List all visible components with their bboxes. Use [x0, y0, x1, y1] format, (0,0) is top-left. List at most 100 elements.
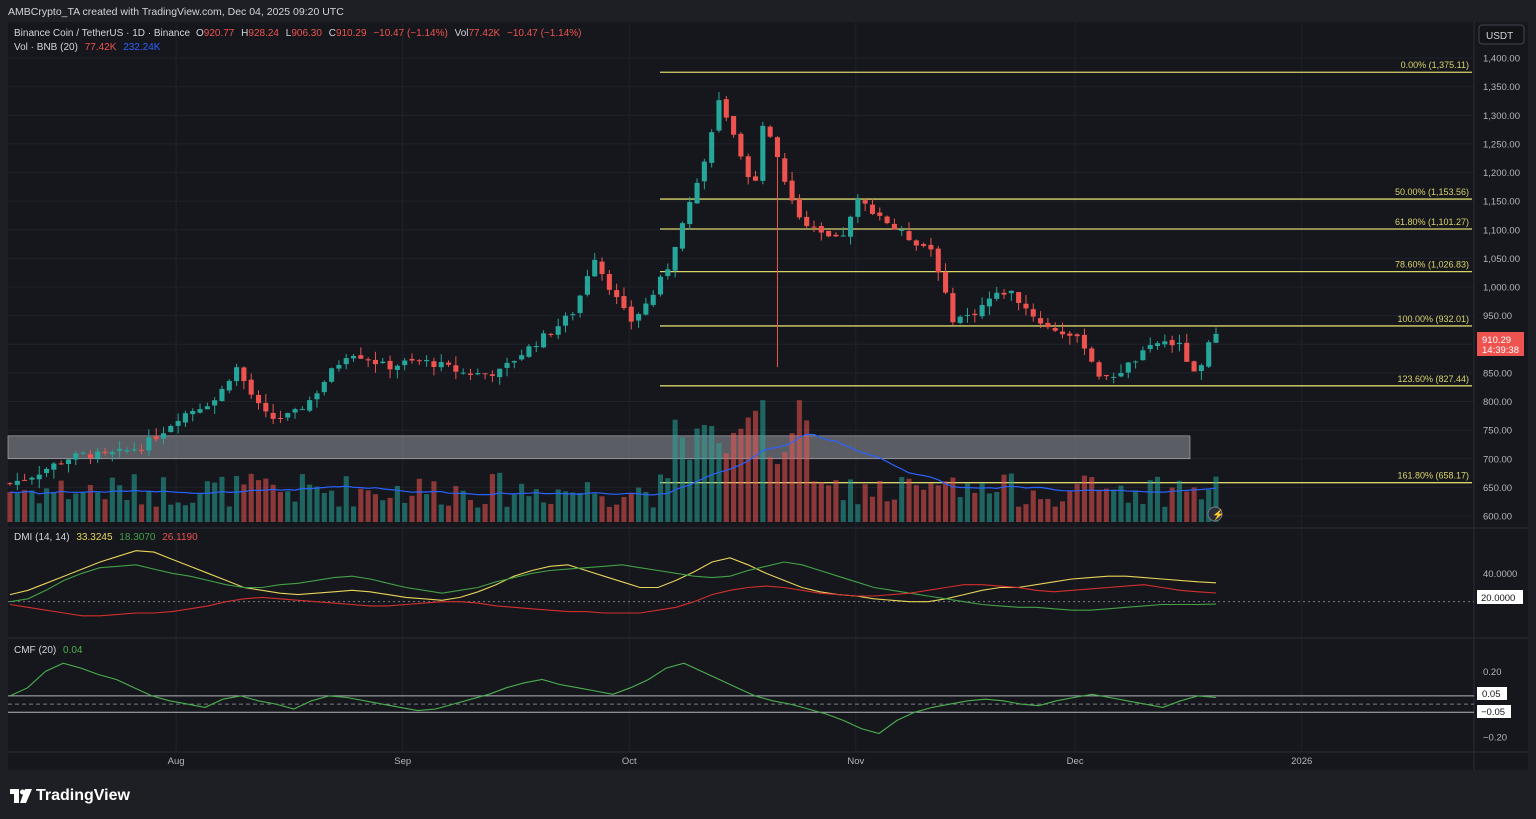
candle-body [292, 409, 298, 413]
candle-body [1162, 341, 1168, 345]
time-axis-tick: Nov [847, 756, 864, 767]
volume-bar [446, 505, 452, 522]
candle-body [212, 400, 218, 406]
volume-bar [467, 500, 474, 522]
volume-bar [438, 504, 444, 522]
candle-body [957, 316, 963, 323]
volume-bar [1016, 506, 1022, 522]
volume-bar [329, 490, 335, 522]
dmi-level-value: 20.0000 [1481, 593, 1515, 604]
candle-body [657, 276, 664, 295]
volume-bar [475, 507, 481, 522]
candle-body [548, 333, 554, 335]
volume-ma-line [9, 433, 1217, 496]
candle-body [80, 452, 86, 454]
volume-bar [387, 497, 393, 522]
volume-bar [226, 506, 232, 522]
candle-body [102, 451, 108, 454]
candle-body [160, 433, 167, 439]
candle-body [731, 116, 737, 135]
candle-body [570, 314, 576, 316]
price-axis-tick: 1,200.00 [1483, 168, 1520, 179]
volume-bar [109, 477, 115, 522]
volume-bar [241, 484, 247, 522]
candle-body [519, 355, 525, 360]
candle-body [394, 365, 400, 370]
candle-body [562, 315, 569, 326]
volume-bar [628, 493, 634, 522]
volume-bar [175, 502, 181, 522]
price-axis-tick: 1,350.00 [1483, 82, 1520, 93]
volume-bar [482, 504, 488, 522]
volume-bar [489, 474, 495, 522]
volume-bar [336, 506, 342, 522]
volume-bar [592, 493, 598, 522]
price-axis-tick: 750.00 [1483, 426, 1512, 437]
cmf-upper-value: 0.05 [1482, 689, 1501, 700]
volume-bar [1118, 485, 1124, 522]
price-axis-tick: 1,100.00 [1483, 225, 1520, 236]
volume-bar [314, 486, 320, 522]
candle-body [833, 234, 839, 237]
candle-body [7, 483, 13, 485]
candle-body [372, 359, 378, 365]
lightning-icon[interactable] [1207, 506, 1223, 522]
candle-body [855, 198, 861, 217]
candle-body [482, 373, 488, 375]
volume-bar [95, 492, 101, 522]
volume-bar [731, 432, 737, 522]
candle-body [614, 290, 620, 298]
fib-level-label: 0.00% (1,375.11) [1401, 60, 1469, 70]
price-axis-tick: 1,400.00 [1483, 54, 1520, 65]
candle-body [694, 182, 700, 204]
currency-badge-label: USDT [1486, 31, 1513, 42]
volume-bar [950, 477, 956, 522]
volume-bar [562, 491, 569, 522]
volume-bar [972, 492, 978, 522]
volume-bar [1052, 506, 1058, 522]
volume-bar [1001, 474, 1007, 522]
candle-body [29, 477, 35, 480]
candle-body [409, 358, 415, 361]
tradingview-logo-icon[interactable] [10, 789, 32, 803]
volume-bar [1008, 473, 1014, 522]
fib-level-label: 50.00% (1,153.56) [1395, 187, 1469, 197]
candle-body [1154, 343, 1161, 346]
candle-body [350, 356, 357, 359]
volume-bar [767, 457, 773, 522]
candle-body [467, 373, 474, 375]
candle-body [913, 240, 919, 246]
candle-body [789, 180, 795, 201]
svg-text:⚡: ⚡ [1212, 508, 1224, 521]
volume-bar [1067, 490, 1073, 522]
volume-bar [270, 484, 276, 522]
volume-bar [906, 478, 912, 522]
volume-bar [650, 507, 656, 522]
cmf-lower-value: −0.05 [1481, 707, 1505, 718]
candle-body [650, 294, 656, 305]
candle-body [190, 410, 196, 415]
volume-bar [862, 484, 868, 522]
candle-body [526, 346, 532, 357]
candle-body [1016, 292, 1022, 304]
volume-bar [1169, 487, 1175, 522]
tradingview-brand[interactable]: TradingView [36, 787, 130, 804]
volume-bar [299, 474, 305, 522]
candle-body [358, 355, 364, 359]
candle-body [234, 367, 240, 382]
candle-body [95, 451, 101, 459]
currency-badge[interactable] [1478, 24, 1525, 45]
candle-body [14, 480, 20, 485]
price-axis-tick: 950.00 [1483, 311, 1512, 322]
volume-bar [599, 496, 605, 522]
candle-body [365, 359, 371, 361]
candle-body [906, 231, 912, 241]
volume-bar [921, 489, 927, 522]
price-axis-tick: 600.00 [1483, 512, 1512, 523]
volume-bar [153, 506, 159, 522]
support-zone [7, 435, 1191, 460]
volume-bar [957, 497, 963, 522]
chart-credit: AMBCrypto_TA created with TradingView.co… [8, 6, 344, 18]
candle-body [153, 436, 159, 440]
